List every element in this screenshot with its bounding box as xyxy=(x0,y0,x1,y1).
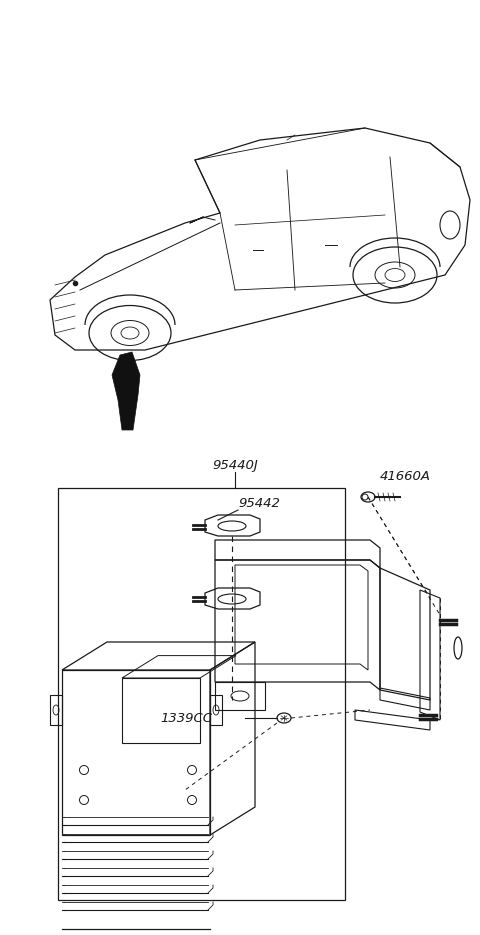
Polygon shape xyxy=(112,352,140,430)
Text: 95442: 95442 xyxy=(238,497,280,510)
Text: 95440J: 95440J xyxy=(212,459,258,472)
Text: 41660A: 41660A xyxy=(380,470,431,483)
Text: 1339CC: 1339CC xyxy=(160,712,212,725)
